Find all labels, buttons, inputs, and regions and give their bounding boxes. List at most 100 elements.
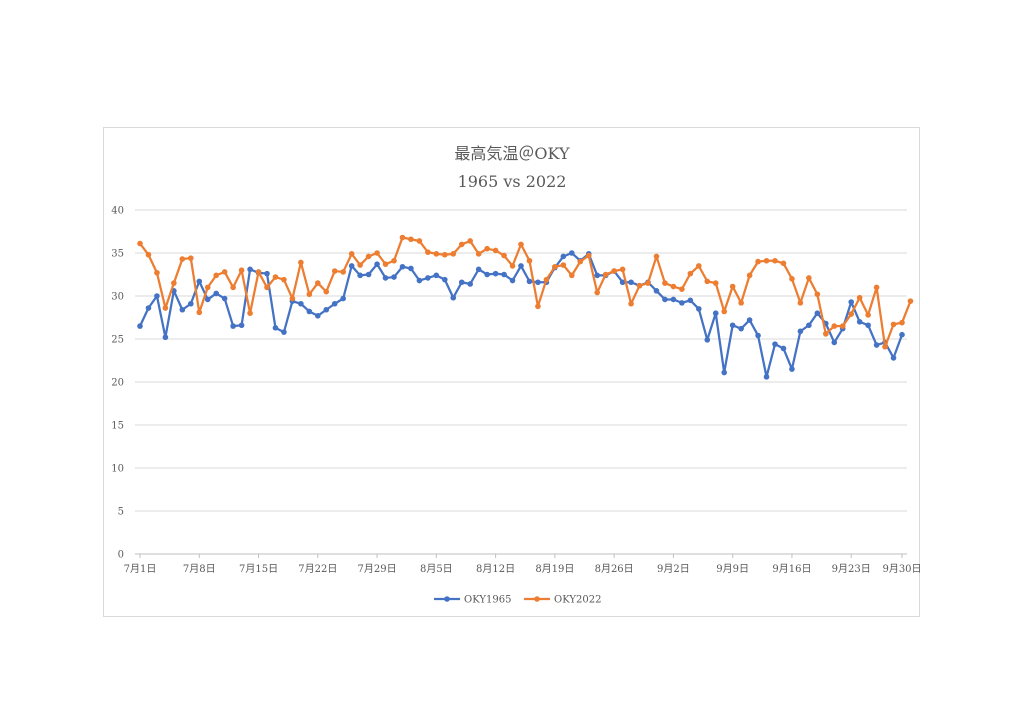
data-point — [687, 270, 694, 277]
x-tick-label: 9月16日 — [772, 563, 811, 575]
data-point — [848, 299, 854, 305]
data-point — [831, 339, 838, 346]
data-point — [755, 332, 761, 339]
data-point — [797, 300, 804, 306]
data-point — [907, 298, 914, 304]
legend: OKY1965 OKY2022 — [434, 595, 601, 606]
data-point — [535, 279, 541, 286]
x-tick-label: 7月15日 — [239, 563, 278, 575]
data-point — [628, 279, 634, 286]
data-point — [416, 238, 423, 244]
y-tick-label: 30 — [111, 292, 124, 303]
data-point — [247, 310, 253, 316]
y-tick-label: 35 — [111, 249, 124, 260]
data-point — [670, 283, 677, 290]
data-point — [425, 275, 431, 281]
data-point — [729, 322, 736, 329]
data-point — [255, 269, 262, 275]
data-point — [653, 253, 660, 260]
data-point — [323, 288, 330, 295]
data-point — [552, 263, 558, 270]
line-chart: 最高気温＠OKY 1965 vs 2022 0 5 10 15 20 25 30 35 40 7… — [111, 144, 921, 606]
chart-title: 最高気温＠OKY — [454, 144, 570, 163]
data-point — [238, 267, 245, 273]
data-point — [704, 278, 711, 285]
data-point — [780, 260, 787, 267]
legend-item: OKY1965 — [434, 595, 511, 606]
data-point — [721, 369, 727, 376]
data-point — [221, 295, 228, 302]
data-point — [653, 288, 660, 294]
data-point — [221, 269, 228, 275]
data-point — [611, 268, 617, 274]
data-point — [179, 306, 186, 313]
data-point — [188, 300, 194, 307]
data-point — [196, 309, 203, 316]
data-point — [772, 257, 778, 264]
data-point — [450, 251, 457, 257]
data-point — [890, 355, 897, 361]
data-point — [746, 272, 753, 279]
data-point — [899, 331, 905, 338]
data-point — [442, 276, 448, 283]
data-point — [696, 306, 702, 312]
data-point — [619, 266, 626, 273]
legend-item: OKY2022 — [524, 595, 601, 606]
data-point — [873, 284, 880, 291]
data-point — [433, 272, 440, 279]
data-point — [814, 291, 821, 298]
data-point — [662, 280, 668, 286]
y-axis: 0 5 10 15 20 25 30 35 40 — [111, 206, 124, 561]
data-point — [272, 274, 279, 280]
data-point — [154, 293, 160, 299]
chart-subtitle: 1965 vs 2022 — [458, 172, 567, 191]
data-point — [856, 319, 863, 325]
data-point — [577, 258, 584, 265]
data-point — [679, 300, 685, 306]
data-point — [806, 322, 812, 329]
legend-marker — [444, 596, 450, 602]
data-point — [357, 262, 363, 268]
data-point — [298, 300, 304, 307]
data-point — [518, 241, 524, 248]
x-tick-label: 8月5日 — [420, 563, 453, 575]
data-point — [518, 263, 524, 269]
data-point — [670, 296, 677, 303]
data-point — [196, 278, 203, 285]
data-point — [458, 241, 465, 248]
data-point — [501, 252, 507, 259]
data-point — [602, 271, 609, 278]
data-point — [772, 341, 778, 347]
data-point — [814, 310, 821, 316]
data-point — [365, 253, 372, 260]
data-point — [391, 274, 397, 280]
data-point — [789, 366, 795, 372]
data-point — [780, 345, 787, 352]
data-point — [348, 251, 355, 257]
data-point — [399, 234, 406, 241]
data-point — [391, 257, 397, 264]
data-point — [137, 240, 143, 247]
data-point — [865, 322, 871, 329]
data-point — [569, 272, 575, 279]
data-point — [585, 252, 592, 259]
data-point — [856, 294, 863, 301]
x-tick-label: 9月30日 — [882, 563, 921, 575]
data-point — [382, 261, 389, 267]
data-point — [475, 251, 482, 257]
data-point — [162, 334, 169, 341]
data-point — [594, 289, 600, 296]
data-point — [738, 325, 744, 332]
data-point — [425, 249, 431, 255]
data-point — [238, 322, 245, 329]
data-point — [340, 269, 346, 275]
data-point — [467, 281, 474, 287]
data-point — [594, 272, 600, 279]
data-point — [467, 238, 474, 244]
chart-frame: 最高気温＠OKY 1965 vs 2022 0 5 10 15 20 25 30 35 40 7… — [103, 127, 921, 617]
data-point — [408, 265, 414, 272]
data-point — [509, 277, 516, 284]
data-point — [306, 308, 313, 315]
data-point — [873, 342, 880, 348]
series-OKY1965 — [137, 250, 905, 380]
